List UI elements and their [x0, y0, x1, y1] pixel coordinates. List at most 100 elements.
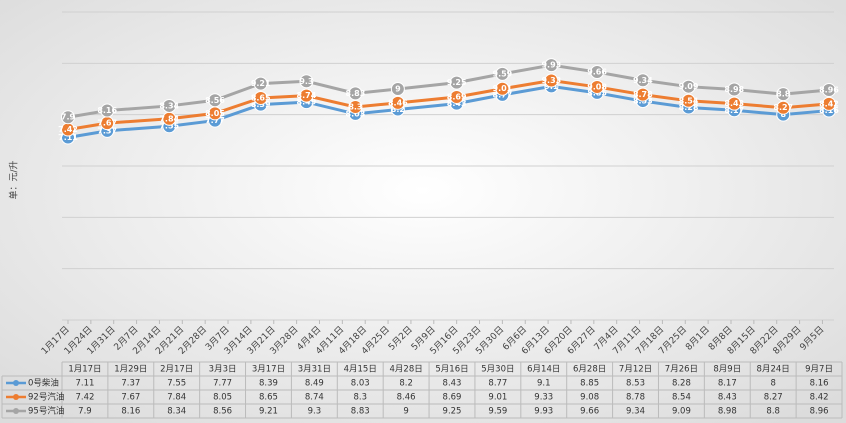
data-label: 9.01	[493, 84, 513, 93]
data-label: 9.3	[299, 77, 313, 86]
marker	[390, 95, 405, 110]
marker	[449, 89, 464, 104]
table-cell: 7.11	[75, 379, 94, 389]
data-label: 8.8	[776, 90, 791, 99]
table-cell: 8.53	[626, 379, 645, 389]
data-label: 8.98	[724, 85, 744, 94]
table-cell: 7.84	[167, 393, 186, 403]
table-cell: 7.55	[167, 379, 186, 389]
table-cell: 9.21	[259, 407, 278, 417]
marker	[544, 58, 559, 73]
table-cell: 8.65	[259, 393, 278, 403]
table-cell: 7.42	[75, 393, 94, 403]
data-label: 9.93	[541, 61, 561, 70]
marker	[635, 87, 650, 102]
data-label: 8.42	[819, 99, 839, 108]
legend-key-marker	[13, 408, 19, 414]
data-label: 8.43	[724, 99, 744, 108]
marker	[390, 82, 405, 96]
data-label: 7.37	[97, 126, 117, 135]
data-label: 8.3	[348, 102, 362, 111]
table-cell: 7.67	[121, 393, 140, 403]
table-cell: 8.83	[351, 407, 370, 417]
data-label: 7.67	[97, 119, 117, 128]
table-header: 4月28日	[390, 365, 423, 375]
table-cell: 8.27	[764, 393, 783, 403]
table-cell: 8.78	[626, 393, 645, 403]
table-cell: 8.34	[167, 407, 186, 417]
table-cell: 8.85	[580, 379, 599, 389]
table-cell: 8.49	[305, 379, 324, 389]
marker	[299, 88, 314, 103]
table-header: 8月24日	[757, 365, 790, 375]
data-label: 7.77	[205, 116, 225, 125]
table-cell: 8.74	[305, 393, 324, 403]
table-cell: 8.56	[213, 407, 232, 417]
data-label: 8.69	[447, 92, 467, 101]
table-header: 3月3日	[209, 365, 237, 375]
table-cell: 9.34	[626, 407, 645, 417]
table-cell: 9.93	[534, 407, 553, 417]
table-header: 7月26日	[665, 365, 698, 375]
data-label: 7.42	[58, 125, 78, 134]
table-header: 5月16日	[435, 365, 468, 375]
table-cell: 7.9	[78, 407, 92, 417]
table-cell: 8.96	[810, 407, 829, 417]
legend-label: 92号汽油	[28, 392, 64, 403]
legend-label: 0号柴油	[28, 378, 59, 389]
table-cell: 8.2	[399, 379, 413, 389]
data-label: 9.08	[587, 82, 607, 91]
data-label: 8.34	[159, 101, 179, 110]
table-header: 6月28日	[573, 365, 606, 375]
table-header: 1月29日	[114, 365, 147, 375]
table-header: 6月14日	[527, 365, 560, 375]
data-label: 9.21	[251, 79, 271, 88]
legend-label: 95号汽油	[28, 406, 64, 417]
marker	[348, 99, 363, 114]
table-cell: 8.16	[121, 407, 140, 417]
table-cell: 8.39	[259, 379, 278, 389]
table-cell: 8.43	[443, 379, 462, 389]
table-cell: 9.1	[537, 379, 551, 389]
marker	[590, 79, 605, 94]
table-cell: 8.42	[810, 393, 829, 403]
table-cell: 8	[770, 379, 775, 389]
table-cell: 9	[403, 407, 408, 417]
data-label: 9.33	[541, 76, 561, 85]
table-cell: 9.33	[534, 393, 553, 403]
marker	[348, 86, 363, 101]
data-label: 9.66	[587, 68, 607, 77]
table-cell: 8.17	[718, 379, 737, 389]
marker	[544, 73, 559, 88]
marker	[495, 81, 510, 96]
table-cell: 8.43	[718, 393, 737, 403]
data-label: 8.74	[297, 91, 317, 100]
table-header: 3月31日	[298, 365, 331, 375]
marker	[299, 74, 314, 89]
data-label: 8.05	[205, 109, 225, 118]
marker	[821, 96, 836, 111]
table-cell: 8.77	[488, 379, 507, 389]
data-label: 8.27	[773, 103, 793, 112]
data-label: 9.25	[447, 78, 467, 87]
table-cell: 8.98	[718, 407, 737, 417]
data-label: 7.84	[159, 114, 179, 123]
marker	[253, 76, 268, 91]
data-label: 8.65	[251, 93, 271, 102]
table-cell: 7.37	[121, 379, 140, 389]
legend-key-marker	[13, 394, 19, 400]
table-cell: 8.16	[810, 379, 829, 389]
data-label: 8.56	[205, 96, 225, 105]
y-axis-label: 单：元/升	[8, 160, 20, 199]
marker	[61, 110, 75, 125]
marker	[681, 93, 696, 108]
data-label: 8.83	[346, 89, 366, 98]
marker	[821, 83, 836, 98]
table-cell: 8.69	[443, 393, 462, 403]
table-cell: 8.3	[353, 393, 367, 403]
table-header: 5月30日	[481, 365, 514, 375]
table-cell: 8.8	[766, 407, 780, 417]
data-label: 8.46	[388, 98, 408, 107]
marker	[162, 98, 177, 113]
marker	[207, 93, 222, 108]
